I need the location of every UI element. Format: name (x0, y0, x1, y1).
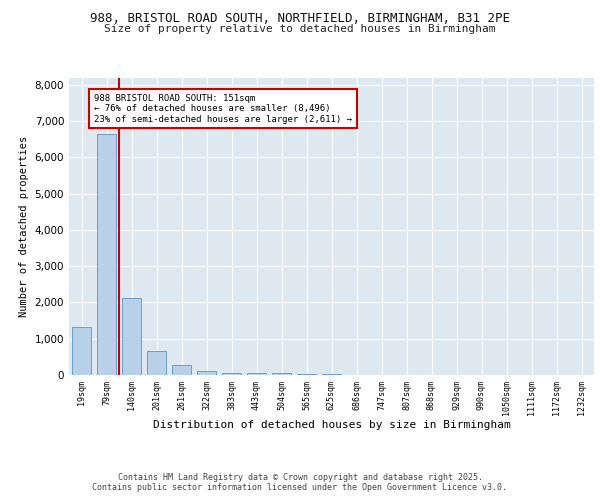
Text: Contains HM Land Registry data © Crown copyright and database right 2025.: Contains HM Land Registry data © Crown c… (118, 472, 482, 482)
Text: Size of property relative to detached houses in Birmingham: Size of property relative to detached ho… (104, 24, 496, 34)
Bar (247, 373, 266, 375)
Bar (122, 298, 141, 375)
X-axis label: Distribution of detached houses by size in Birmingham: Distribution of detached houses by size … (152, 420, 511, 430)
Bar (222, 372, 241, 375)
Text: Contains public sector information licensed under the Open Government Licence v3: Contains public sector information licen… (92, 484, 508, 492)
Bar (172, 365, 191, 375)
Text: 988 BRISTOL ROAD SOUTH: 151sqm
← 76% of detached houses are smaller (8,496)
23% : 988 BRISTOL ROAD SOUTH: 151sqm ← 76% of … (94, 94, 352, 124)
Bar (297, 374, 316, 375)
Text: 988, BRISTOL ROAD SOUTH, NORTHFIELD, BIRMINGHAM, B31 2PE: 988, BRISTOL ROAD SOUTH, NORTHFIELD, BIR… (90, 12, 510, 26)
Bar (147, 352, 166, 375)
Y-axis label: Number of detached properties: Number of detached properties (19, 136, 29, 317)
Bar (72, 327, 91, 375)
Bar (97, 134, 116, 375)
Bar (322, 374, 341, 375)
Bar (197, 372, 216, 375)
Bar (272, 373, 291, 375)
